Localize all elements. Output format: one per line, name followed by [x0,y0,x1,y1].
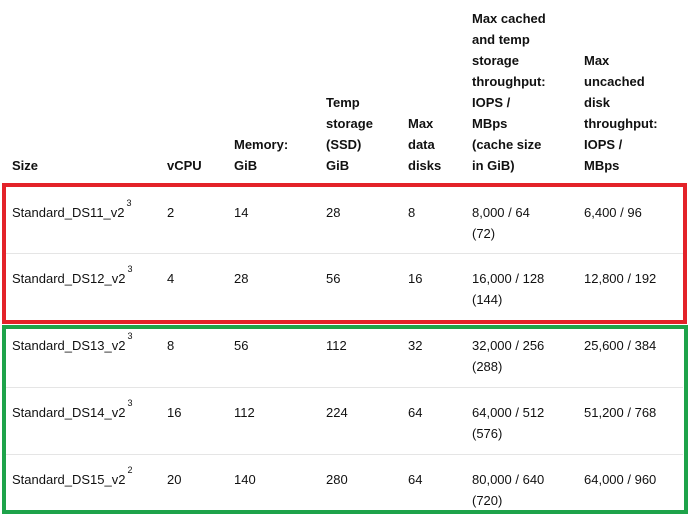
cell-vcpu: 16 [167,405,182,420]
header-memory: Memory: GiB [234,137,289,173]
cell-cached-throughput: 8,000 / 64 (72) [472,205,530,241]
cell-uncached-throughput: 12,800 / 192 [584,271,657,286]
header-temp-storage: Temp storage (SSD) GiB [326,95,373,173]
header-max-data-disks: Max data disks [408,116,442,173]
cell-temp-storage: 56 [326,271,341,286]
cell-max-data-disks: 64 [408,472,423,487]
row-divider [6,253,683,254]
green-highlight-box [2,325,688,514]
header-max-cached-throughput: Max cached and temp storage throughput: … [472,11,546,173]
cell-memory: 112 [234,405,255,420]
footnote-marker: 3 [127,398,133,408]
cell-uncached-throughput: 6,400 / 96 [584,205,642,220]
cell-max-data-disks: 8 [408,205,416,220]
cell-max-data-disks: 32 [408,338,423,353]
header-vcpu: vCPU [167,158,202,173]
cell-uncached-throughput: 51,200 / 768 [584,405,657,420]
red-highlight-box [2,183,687,324]
cell-uncached-throughput: 25,600 / 384 [584,338,657,353]
cell-vcpu: 8 [167,338,175,353]
footnote-marker: 3 [127,264,133,274]
cell-size: Standard_DS15_v22 [12,465,133,488]
cell-temp-storage: 28 [326,205,341,220]
cell-size: Standard_DS11_v23 [12,198,132,221]
cell-cached-throughput: 32,000 / 256 (288) [472,338,545,374]
cell-memory: 14 [234,205,249,220]
cell-temp-storage: 112 [326,338,347,353]
footnote-marker: 3 [126,198,132,208]
cell-cached-throughput: 16,000 / 128 (144) [472,271,545,307]
cell-temp-storage: 280 [326,472,348,487]
cell-memory: 140 [234,472,256,487]
header-size: Size [12,158,39,173]
cell-size: Standard_DS12_v23 [12,264,133,287]
cell-size: Standard_DS14_v23 [12,398,133,421]
footnote-marker: 2 [127,465,133,475]
cell-size: Standard_DS13_v23 [12,331,133,354]
cell-vcpu: 20 [167,472,182,487]
cell-max-data-disks: 16 [408,271,423,286]
cell-temp-storage: 224 [326,405,348,420]
cell-vcpu: 4 [167,271,175,286]
cell-memory: 28 [234,271,249,286]
cell-cached-throughput: 80,000 / 640 (720) [472,472,545,508]
cell-memory: 56 [234,338,249,353]
footnote-marker: 3 [127,331,133,341]
cell-uncached-throughput: 64,000 / 960 [584,472,657,487]
row-divider [6,454,683,455]
cell-cached-throughput: 64,000 / 512 (576) [472,405,545,441]
cell-vcpu: 2 [167,205,175,220]
cell-max-data-disks: 64 [408,405,423,420]
header-max-uncached-throughput: Max uncached disk throughput: IOPS / MBp… [584,53,658,173]
row-divider [6,387,683,388]
